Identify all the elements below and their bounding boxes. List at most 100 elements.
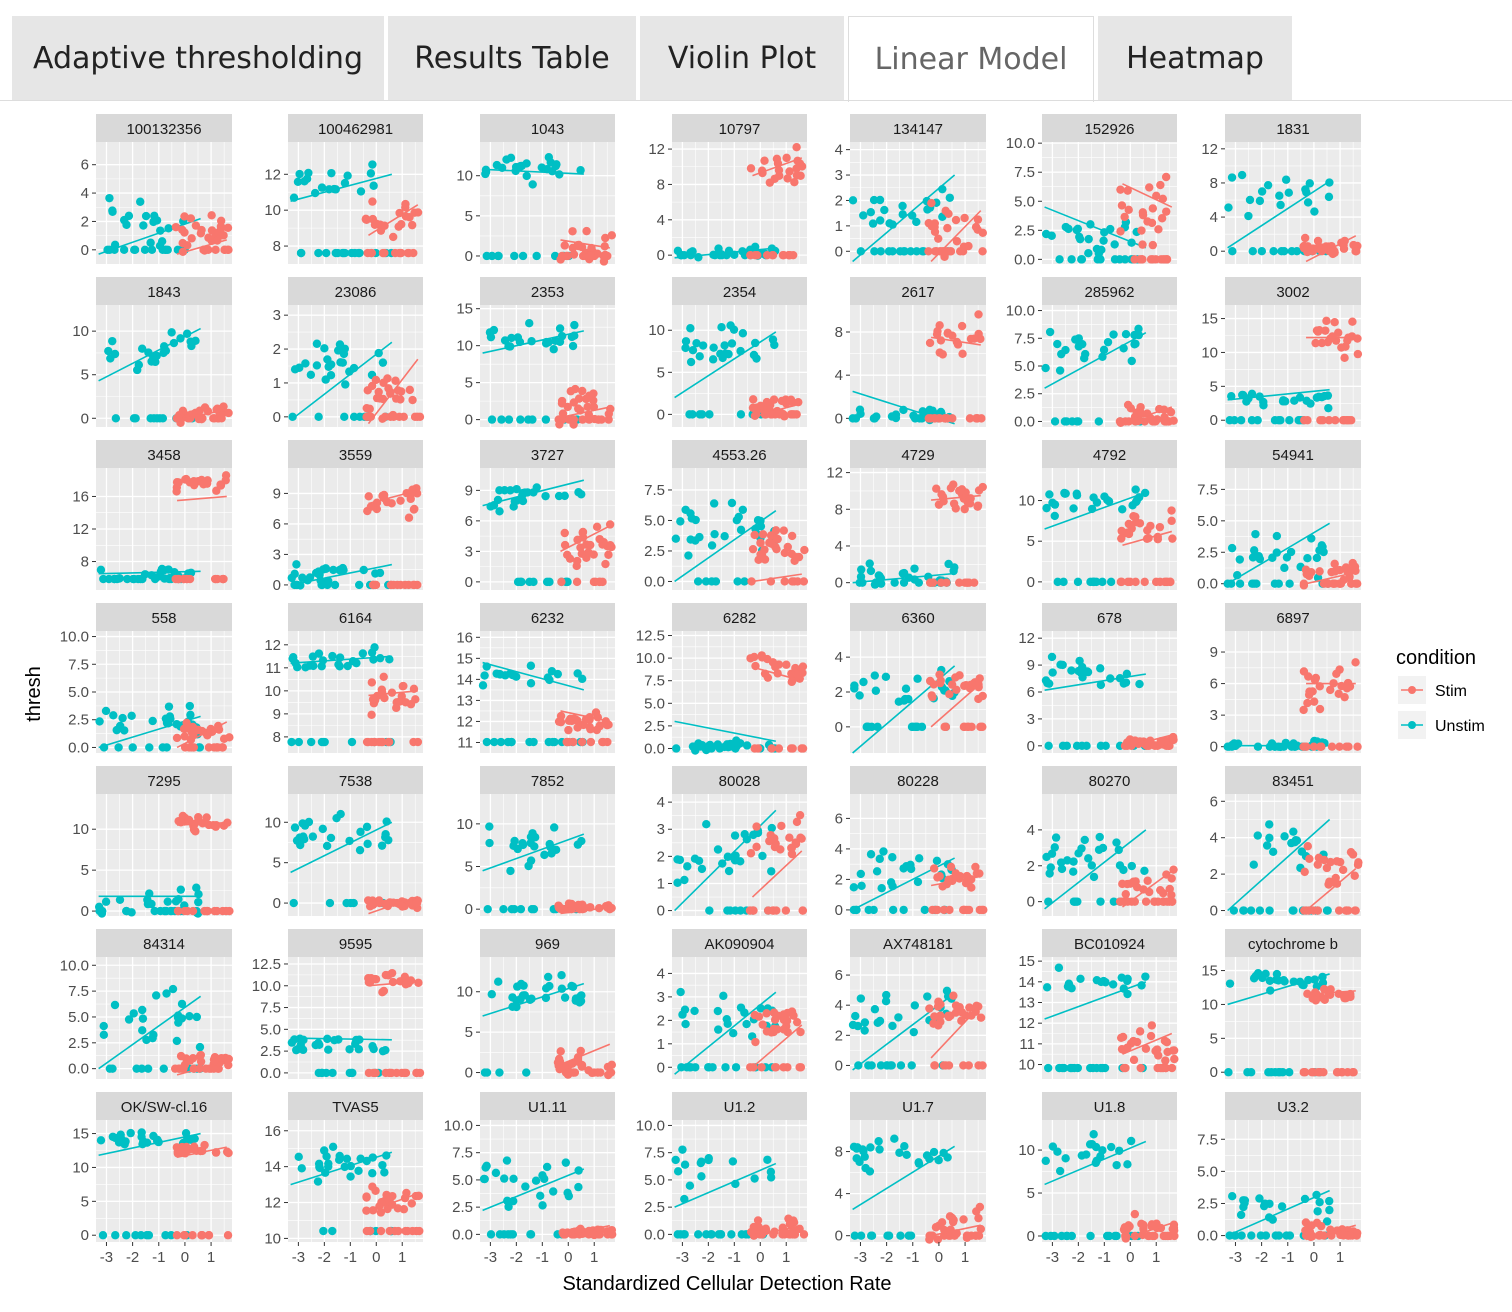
tab-heatmap[interactable]: Heatmap — [1098, 16, 1292, 100]
y-tick-label: 4 — [835, 1186, 843, 1203]
unstim-point — [151, 991, 161, 1000]
unstim-point — [321, 375, 330, 384]
unstim-point — [549, 1187, 558, 1196]
stim-point — [223, 223, 233, 232]
stim-point — [949, 480, 958, 489]
stim-point — [397, 1068, 407, 1078]
unstim-point — [124, 1015, 134, 1024]
unstim-point — [718, 353, 727, 363]
x-tick-label: 0 — [1310, 1249, 1318, 1266]
panel-background — [1225, 305, 1361, 427]
unstim-point — [910, 414, 920, 423]
unstim-point — [319, 1146, 329, 1155]
y-tick-label: 2 — [1027, 858, 1035, 875]
stim-fit-line — [368, 895, 419, 915]
unstim-point — [146, 238, 155, 247]
stim-point — [1146, 1031, 1156, 1041]
tab-adaptive-thresholding[interactable]: Adaptive thresholding — [12, 16, 384, 100]
stim-point — [1160, 255, 1170, 264]
unstim-point — [736, 1003, 746, 1012]
unstim-point — [1262, 841, 1272, 850]
stim-point — [978, 722, 987, 732]
unstim-point — [1099, 976, 1108, 986]
stim-point — [182, 574, 191, 584]
unstim-point — [731, 851, 740, 860]
y-tick-label: 3 — [273, 546, 281, 563]
stim-point — [959, 1215, 968, 1224]
stim-point — [592, 725, 601, 735]
stim-point — [590, 1230, 599, 1240]
facet-strip-label: U1.8 — [1094, 1099, 1126, 1116]
tab-results-table[interactable]: Results Table — [388, 16, 636, 100]
unstim-point — [1077, 255, 1087, 264]
unstim-point — [1264, 1068, 1273, 1077]
y-tick-label: 7.5 — [644, 673, 665, 690]
unstim-fit-line — [290, 1037, 392, 1041]
unstim-point — [914, 1159, 924, 1168]
stim-point — [974, 1002, 983, 1011]
stim-point — [1350, 871, 1359, 880]
unstim-point — [884, 247, 894, 256]
y-tick-label: 3 — [1210, 707, 1218, 724]
unstim-point — [732, 736, 741, 745]
unstim-point — [486, 1230, 496, 1239]
unstim-point — [1246, 1068, 1256, 1077]
stim-point — [364, 1068, 374, 1078]
unstim-point — [1110, 255, 1120, 264]
stim-point — [973, 502, 982, 511]
stim-point — [771, 662, 780, 672]
stim-point — [782, 1228, 791, 1238]
unstim-point — [172, 1036, 182, 1046]
unstim-point — [856, 1231, 866, 1240]
unstim-point — [164, 702, 174, 711]
stim-point — [777, 821, 786, 831]
stim-fit-line — [931, 494, 981, 501]
stim-point — [1305, 687, 1314, 696]
tab-linear-model[interactable]: Linear Model — [848, 16, 1094, 102]
facet-strip — [96, 114, 232, 142]
stim-point — [1326, 985, 1335, 994]
unstim-point — [1255, 906, 1265, 915]
stim-point — [1118, 879, 1127, 889]
unstim-point — [866, 1231, 876, 1240]
unstim-point — [1109, 897, 1119, 906]
unstim-point — [114, 743, 123, 752]
stim-point — [1161, 172, 1171, 182]
stim-point — [944, 1011, 953, 1021]
unstim-point — [1098, 577, 1107, 587]
unstim-point — [1073, 417, 1083, 426]
stim-point — [224, 1060, 233, 1070]
unstim-point — [1287, 838, 1296, 848]
unstim-point — [301, 359, 310, 368]
unstim-point — [727, 339, 737, 348]
y-tick-label: 12 — [264, 637, 281, 654]
unstim-point — [856, 869, 866, 879]
tab-violin-plot[interactable]: Violin Plot — [640, 16, 844, 100]
y-tick-label: 4 — [835, 649, 843, 666]
unstim-point — [1325, 1196, 1334, 1206]
unstim-point — [1248, 553, 1258, 562]
unstim-point — [145, 743, 154, 752]
x-tick-label: -2 — [126, 1249, 139, 1266]
unstim-point — [1081, 349, 1090, 359]
unstim-point — [1044, 679, 1054, 688]
unstim-point — [852, 1154, 861, 1163]
unstim-point — [1276, 200, 1285, 210]
y-tick-label: 7.5 — [1014, 330, 1035, 347]
stim-point — [960, 504, 969, 514]
unstim-point — [544, 153, 554, 162]
unstim-point — [849, 883, 859, 892]
stim-point — [401, 199, 410, 209]
stim-point — [385, 898, 395, 907]
unstim-point — [740, 577, 749, 586]
stim-point — [793, 670, 802, 679]
unstim-point — [549, 823, 559, 832]
stim-fit-line — [560, 239, 610, 249]
stim-point — [1129, 1036, 1138, 1046]
unstim-point — [1249, 860, 1258, 869]
stim-point — [941, 414, 950, 423]
